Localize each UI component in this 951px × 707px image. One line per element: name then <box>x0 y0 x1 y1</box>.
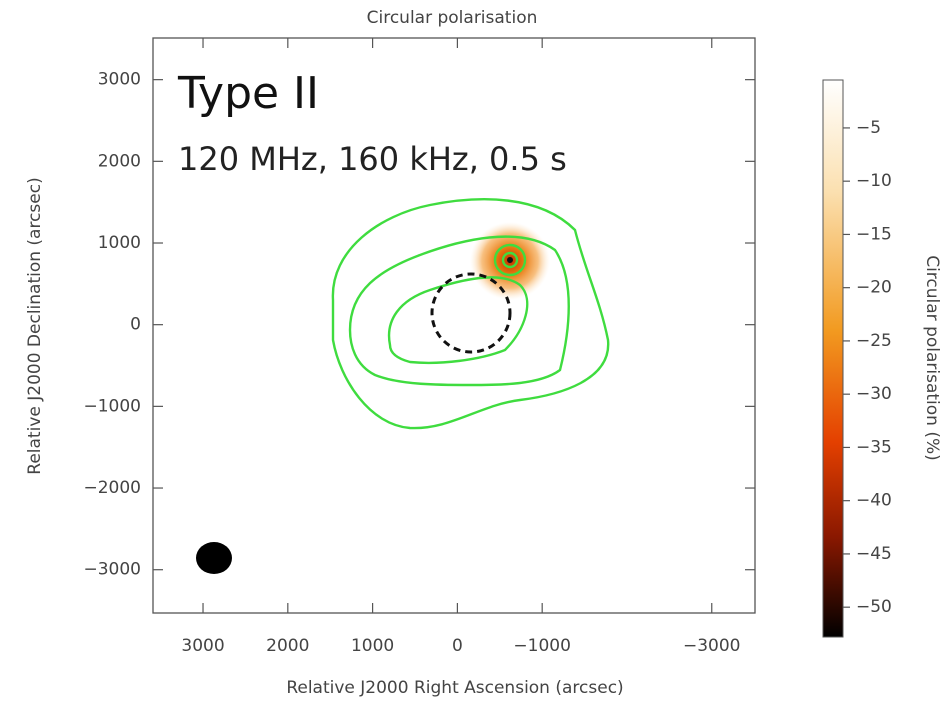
colorbar-tick-label: −40 <box>856 491 892 511</box>
colorbar-label: Circular polarisation (%) <box>922 255 942 461</box>
x-tick-label: −3000 <box>683 636 741 656</box>
x-tick-label: −1000 <box>513 636 571 656</box>
y-tick-label: −1000 <box>83 396 141 416</box>
y-axis-label: Relative J2000 Declination (arcsec) <box>25 177 45 474</box>
colorbar-tick-label: −20 <box>856 278 892 298</box>
colorbar-tick-label: −10 <box>856 171 892 191</box>
chart-title: Circular polarisation <box>367 8 538 28</box>
x-tick-label: 3000 <box>181 636 224 656</box>
colorbar-tick-label: −15 <box>856 224 892 244</box>
annotation: Type II <box>177 68 319 119</box>
image-content <box>196 199 608 574</box>
colorbar-tick-label: −5 <box>856 118 881 138</box>
y-tick-label: 3000 <box>98 70 141 90</box>
annotation: 120 MHz, 160 kHz, 0.5 s <box>178 140 567 178</box>
colorbar-tick-label: −45 <box>856 544 892 564</box>
x-tick-label: 2000 <box>266 636 309 656</box>
colorbar-tick-label: −35 <box>856 437 892 457</box>
x-tick-label: 0 <box>452 636 463 656</box>
x-axis-label: Relative J2000 Right Ascension (arcsec) <box>286 678 623 698</box>
colorbar-tick-label: −30 <box>856 384 892 404</box>
y-tick-label: 1000 <box>98 233 141 253</box>
colorbar <box>823 80 843 637</box>
y-tick-label: −2000 <box>83 478 141 498</box>
y-tick-label: 2000 <box>98 151 141 171</box>
chart: Circular polarisation Type II 120 MHz, 1… <box>0 0 951 703</box>
x-tick-label: 1000 <box>351 636 394 656</box>
colorbar-tick-label: −25 <box>856 331 892 351</box>
y-tick-label: 0 <box>130 315 141 335</box>
plot-frame <box>153 38 755 613</box>
colorbar-tick-label: −50 <box>856 597 892 617</box>
y-tick-label: −3000 <box>83 560 141 580</box>
beam <box>196 542 232 574</box>
source-peak <box>507 257 513 263</box>
